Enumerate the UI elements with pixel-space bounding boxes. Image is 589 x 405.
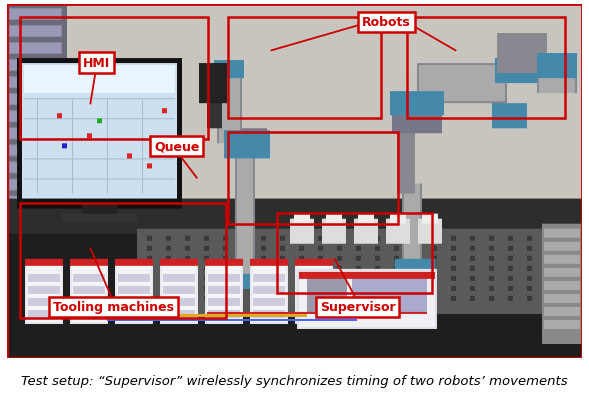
Bar	[229, 132, 398, 224]
Text: Supervisor: Supervisor	[320, 301, 396, 314]
Bar	[406, 18, 565, 118]
Text: Queue: Queue	[154, 140, 199, 153]
Text: Tooling machines: Tooling machines	[53, 301, 174, 314]
Bar	[277, 213, 432, 293]
Text: HMI: HMI	[82, 57, 110, 70]
Text: Robots: Robots	[362, 17, 411, 30]
Text: Test setup: “Supervisor” wirelessly synchronizes timing of two robots’ movements: Test setup: “Supervisor” wirelessly sync…	[21, 374, 568, 387]
Bar	[229, 18, 380, 118]
Bar	[19, 203, 226, 318]
Bar	[19, 18, 209, 139]
